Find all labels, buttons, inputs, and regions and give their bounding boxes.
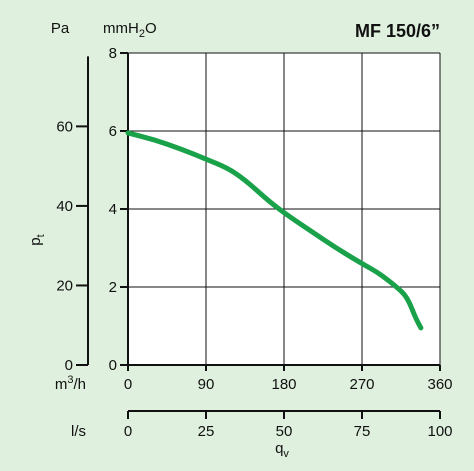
pa-tick-label: 0: [65, 357, 73, 374]
m3h-tick-label: 270: [349, 376, 374, 393]
pa-tick-label: 60: [56, 118, 73, 135]
x-axis-m3h-unit: m3/h: [55, 374, 86, 393]
ls-tick-label: 0: [124, 423, 132, 440]
m3h-tick-label: 0: [124, 376, 132, 393]
x-axis-label-main: q: [275, 440, 283, 457]
x-axis-label-sub: v: [283, 448, 289, 460]
mmh2o-tick-label: 4: [109, 201, 117, 218]
x-axis-m3h-unit-sup: 3: [67, 374, 73, 386]
m3h-tick-label: 360: [427, 376, 452, 393]
right-axis-unit-sub: 2: [139, 28, 145, 40]
ls-tick-label: 50: [276, 423, 293, 440]
pa-tick-label: 20: [56, 277, 73, 294]
right-axis-unit-suffix: O: [145, 20, 157, 37]
mmh2o-tick-label: 6: [109, 123, 117, 140]
y-axis-label-main: p: [27, 237, 44, 245]
ls-tick-label: 75: [354, 423, 371, 440]
ls-tick-label: 25: [198, 423, 215, 440]
mmh2o-tick-label: 8: [109, 45, 117, 62]
chart-title: MF 150/6”: [355, 21, 440, 41]
ls-tick-label: 100: [427, 423, 452, 440]
x-axis-m3h-unit-prefix: m: [55, 376, 68, 393]
y-axis-label-sub: t: [35, 234, 47, 237]
right-axis-unit-prefix: mmH: [103, 20, 139, 37]
mmh2o-tick-label: 2: [109, 279, 117, 296]
x-axis-label: qv: [275, 440, 289, 460]
pa-tick-label: 40: [56, 198, 73, 215]
y-axis-label: pt: [27, 234, 47, 245]
performance-curve: [125, 130, 424, 331]
right-axis-unit: mmH2O: [103, 20, 157, 40]
x-axis-m3h-unit-suffix: /h: [73, 376, 86, 393]
m3h-tick-label: 180: [271, 376, 296, 393]
x-axis-ls-unit: l/s: [71, 423, 86, 440]
left-axis-unit: Pa: [51, 20, 70, 37]
m3h-tick-label: 90: [198, 376, 215, 393]
mmh2o-tick-label: 0: [109, 357, 117, 374]
